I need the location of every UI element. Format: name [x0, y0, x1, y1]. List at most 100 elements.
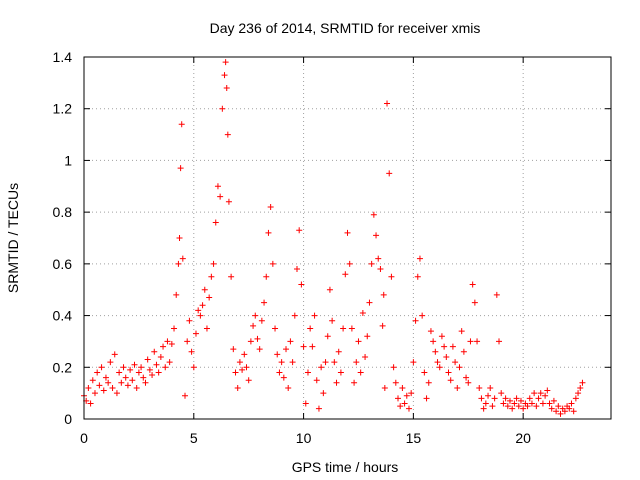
- data-point: [487, 384, 494, 391]
- data-point: [528, 400, 535, 407]
- data-point: [364, 333, 371, 340]
- data-point: [320, 390, 327, 397]
- data-point: [434, 359, 441, 366]
- data-point: [157, 353, 164, 360]
- data-point: [566, 405, 573, 412]
- data-point: [373, 232, 380, 239]
- data-point: [381, 384, 388, 391]
- data-point: [296, 227, 303, 234]
- data-point: [118, 379, 125, 386]
- data-point: [222, 59, 229, 66]
- data-point: [561, 408, 568, 415]
- data-point: [111, 351, 118, 358]
- y-axis-label: SRMTID / TECUs: [5, 183, 21, 293]
- data-point: [555, 403, 562, 410]
- data-point: [254, 335, 261, 342]
- data-point: [245, 377, 252, 384]
- data-point: [256, 346, 263, 353]
- data-point: [375, 255, 382, 262]
- data-point: [359, 309, 366, 316]
- data-point: [203, 325, 210, 332]
- data-point: [408, 390, 415, 397]
- data-point: [386, 170, 393, 177]
- data-point: [351, 379, 358, 386]
- data-point: [124, 382, 131, 389]
- data-point: [173, 291, 180, 298]
- data-point: [197, 312, 204, 319]
- data-point: [432, 348, 439, 355]
- data-point: [149, 372, 156, 379]
- data-point: [188, 348, 195, 355]
- data-point: [135, 369, 142, 376]
- data-point: [94, 369, 101, 376]
- data-point: [276, 369, 283, 376]
- data-point: [192, 330, 199, 337]
- data-point: [304, 369, 311, 376]
- data-point: [318, 364, 325, 371]
- data-point: [186, 317, 193, 324]
- data-point: [557, 410, 564, 417]
- data-point: [184, 338, 191, 345]
- data-point: [96, 382, 103, 389]
- data-point: [427, 328, 434, 335]
- data-point: [469, 281, 476, 288]
- data-point: [212, 219, 219, 226]
- data-point: [421, 369, 428, 376]
- data-point: [346, 260, 353, 267]
- data-point: [175, 260, 182, 267]
- data-point: [322, 359, 329, 366]
- data-point: [171, 325, 178, 332]
- data-point: [269, 260, 276, 267]
- data-point: [85, 384, 92, 391]
- data-point: [491, 395, 498, 402]
- data-point: [232, 369, 239, 376]
- x-tick-label: 20: [515, 430, 531, 446]
- data-point: [395, 395, 402, 402]
- data-point: [504, 403, 511, 410]
- data-point: [511, 400, 518, 407]
- data-point: [311, 312, 318, 319]
- data-point: [195, 307, 202, 314]
- data-point: [178, 121, 185, 128]
- y-tick-label: 0: [64, 411, 72, 427]
- data-point: [454, 384, 461, 391]
- data-point: [480, 405, 487, 412]
- data-point: [436, 364, 443, 371]
- data-point: [263, 273, 270, 280]
- data-point: [476, 384, 483, 391]
- plot-frame: [83, 56, 612, 420]
- data-point: [219, 105, 226, 112]
- data-point: [355, 338, 362, 345]
- data-point: [109, 384, 116, 391]
- data-point: [302, 400, 309, 407]
- data-point: [190, 364, 197, 371]
- data-point: [287, 338, 294, 345]
- data-point: [179, 255, 186, 262]
- y-tick-label: 0.4: [53, 308, 73, 324]
- data-point: [214, 183, 221, 190]
- data-point: [384, 100, 391, 107]
- data-point: [217, 193, 224, 200]
- data-point: [388, 273, 395, 280]
- data-point: [116, 369, 123, 376]
- data-point: [553, 408, 560, 415]
- data-point: [482, 400, 489, 407]
- data-point: [335, 348, 342, 355]
- data-point: [234, 384, 241, 391]
- data-point: [342, 271, 349, 278]
- data-point: [539, 400, 546, 407]
- data-point: [133, 384, 140, 391]
- data-point: [368, 260, 375, 267]
- data-point: [168, 341, 175, 348]
- data-point: [460, 348, 467, 355]
- data-point: [285, 384, 292, 391]
- data-point: [89, 377, 96, 384]
- data-point: [485, 392, 492, 399]
- data-point: [506, 397, 513, 404]
- data-point: [478, 395, 485, 402]
- data-point: [467, 338, 474, 345]
- data-point: [403, 392, 410, 399]
- data-point: [166, 359, 173, 366]
- data-point: [370, 211, 377, 218]
- data-point: [579, 379, 586, 386]
